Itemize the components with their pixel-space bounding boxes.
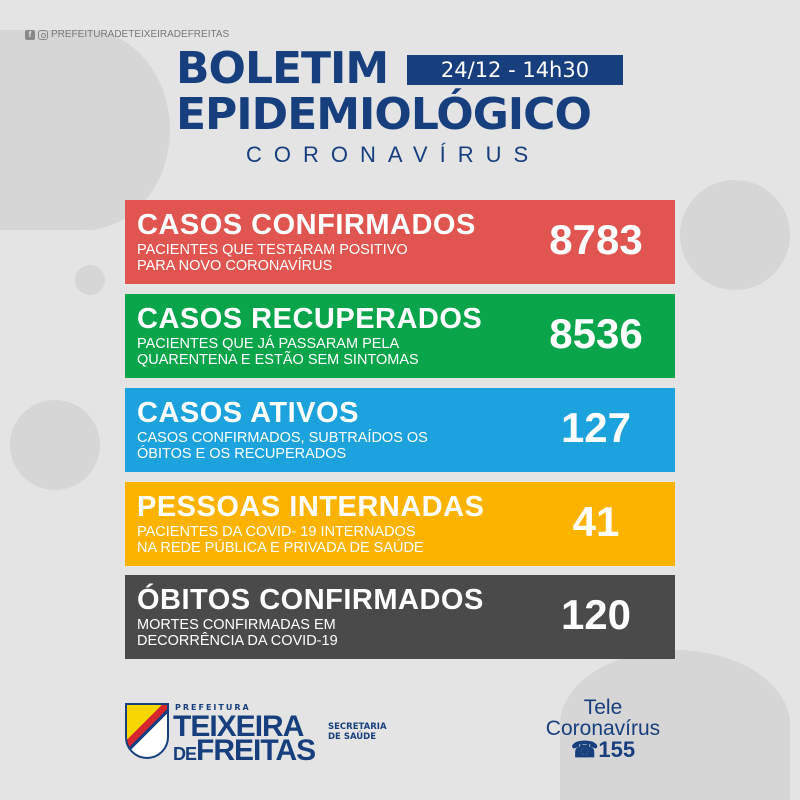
desc-line: NA REDE PÚBLICA E PRIVADA DE SAÚDE <box>137 540 424 556</box>
desc-line: PACIENTES QUE TESTARAM POSITIVO <box>137 242 408 258</box>
subtitle: CORONAVÍRUS <box>246 142 541 167</box>
card-title: CASOS ATIVOS <box>137 397 359 429</box>
phone-text: 155 <box>598 737 636 762</box>
card-value: 8783 <box>549 216 643 263</box>
stat-card: CASOS ATIVOS CASOS CONFIRMADOS, SUBTRAÍD… <box>125 388 675 472</box>
card-description: PACIENTES QUE JÁ PASSARAM PELA QUARENTENA… <box>137 336 419 368</box>
desc-line: ÓBITOS E OS RECUPERADOS <box>137 446 347 462</box>
sec-line2: DE SAÚDE <box>328 732 377 742</box>
card-value: 41 <box>572 498 620 545</box>
desc-line: PACIENTES DA COVID- 19 INTERNADOS <box>137 524 416 540</box>
stat-card: CASOS CONFIRMADOS PACIENTES QUE TESTARAM… <box>125 200 675 284</box>
card-description: PACIENTES QUE TESTARAM POSITIVO PARA NOVO… <box>137 242 408 274</box>
tele-line1: Tele <box>583 696 623 719</box>
logo-prefeitura: PREFEITURA <box>175 703 251 712</box>
title-line1: BOLETIM <box>176 43 389 94</box>
instagram-icon <box>38 29 48 40</box>
card-value: 127 <box>560 404 632 451</box>
tele-line2: Coronavírus <box>545 717 661 740</box>
virus-decoration <box>0 30 170 230</box>
tele-coronavirus: Tele Coronavírus ☎155 <box>520 696 686 762</box>
card-title: ÓBITOS CONFIRMADOS <box>137 584 484 616</box>
facebook-icon: f <box>25 29 35 40</box>
card-description: MORTES CONFIRMADAS EM DECORRÊNCIA DA COVI… <box>137 617 338 649</box>
card-description: CASOS CONFIRMADOS, SUBTRAÍDOS OS ÓBITOS E… <box>137 430 428 462</box>
card-description: PACIENTES DA COVID- 19 INTERNADOS NA REDE… <box>137 524 424 556</box>
virus-decoration <box>560 650 790 800</box>
desc-line: CASOS CONFIRMADOS, SUBTRAÍDOS OS <box>137 430 428 446</box>
title-line2: EPIDEMIOLÓGICO <box>176 89 592 140</box>
social-handle: f PREFEITURADETEIXEIRADEFREITAS <box>25 29 229 40</box>
phone-icon: ☎ <box>570 737 599 762</box>
desc-line: PACIENTES QUE JÁ PASSARAM PELA <box>137 336 400 352</box>
city-crest-logo <box>125 703 169 759</box>
virus-decoration <box>680 180 790 290</box>
logo-city2: DEFREITAS <box>173 734 316 768</box>
desc-line: QUARENTENA E ESTÃO SEM SINTOMAS <box>137 352 419 368</box>
virus-decoration <box>10 400 100 490</box>
secretaria-label: SECRETARIA DE SAÚDE <box>328 722 387 742</box>
logo-freitas: FREITAS <box>196 734 316 767</box>
card-value: 8536 <box>549 310 643 357</box>
virus-decoration <box>75 265 105 295</box>
desc-line: PARA NOVO CORONAVÍRUS <box>137 258 333 274</box>
logo-de: DE <box>173 744 197 764</box>
social-handle-text: PREFEITURADETEIXEIRADEFREITAS <box>51 29 230 40</box>
stat-card: CASOS RECUPERADOS PACIENTES QUE JÁ PASSA… <box>125 294 675 378</box>
card-title: CASOS CONFIRMADOS <box>137 209 476 241</box>
phone-number: ☎155 <box>520 737 686 762</box>
desc-line: DECORRÊNCIA DA COVID-19 <box>137 633 338 649</box>
stat-card: ÓBITOS CONFIRMADOS MORTES CONFIRMADAS EM… <box>125 575 675 659</box>
sec-line1: SECRETARIA <box>328 722 387 732</box>
desc-line: MORTES CONFIRMADAS EM <box>137 617 336 633</box>
date-badge: 24/12 - 14h30 <box>407 55 623 85</box>
card-title: CASOS RECUPERADOS <box>137 303 483 335</box>
stat-card: PESSOAS INTERNADAS PACIENTES DA COVID- 1… <box>125 482 675 566</box>
card-value: 120 <box>560 591 632 638</box>
logo-city1: TEIXEIRA <box>173 710 304 743</box>
card-title: PESSOAS INTERNADAS <box>137 491 485 523</box>
